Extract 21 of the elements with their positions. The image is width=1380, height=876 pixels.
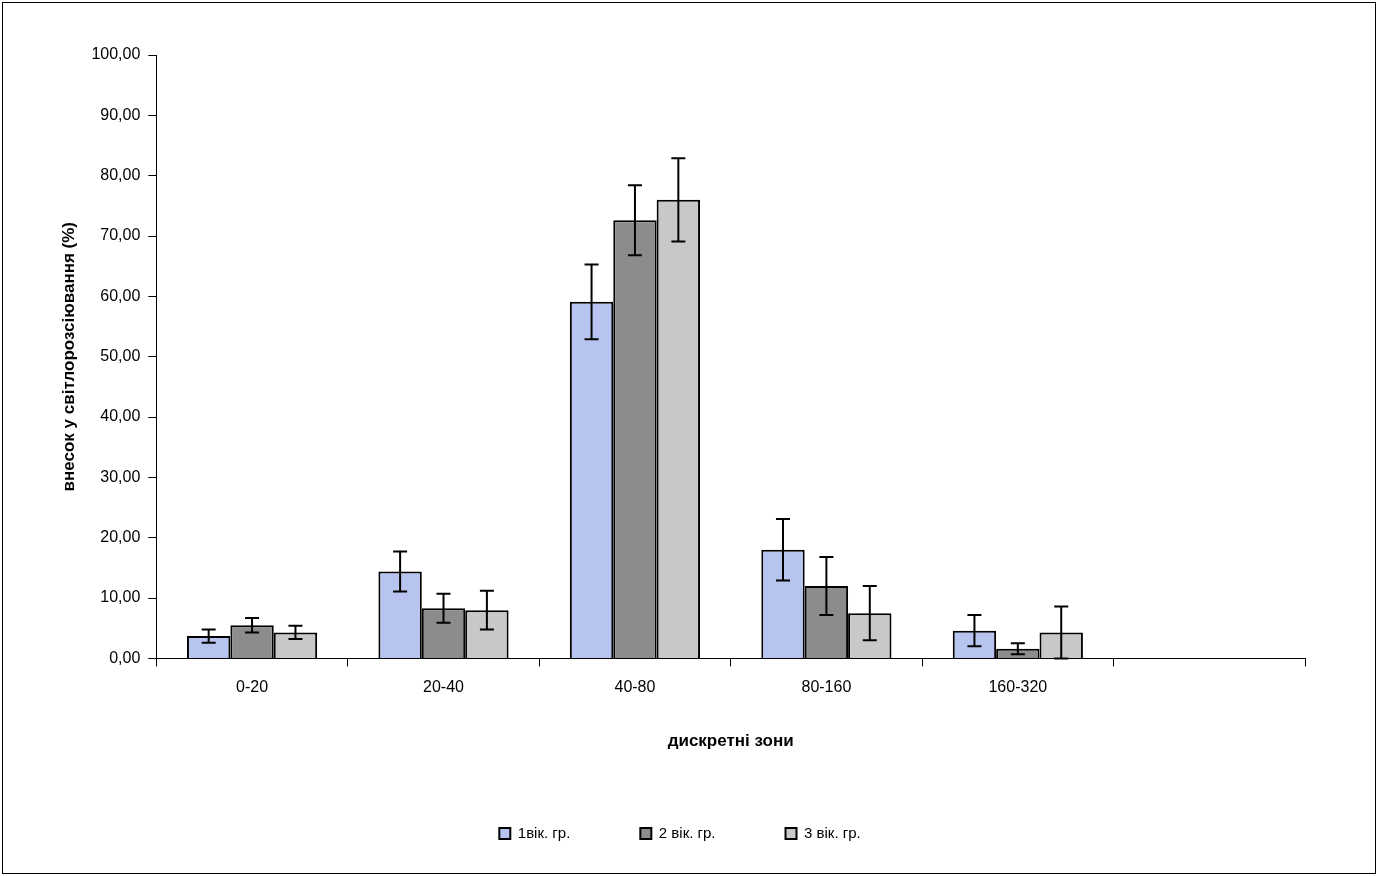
- y-tick-label: 70,00: [100, 226, 141, 244]
- x-tick-label: 20-40: [423, 678, 465, 696]
- x-tick-label: 80-160: [801, 678, 852, 696]
- y-tick-label: 10,00: [100, 588, 141, 606]
- legend-label: 2 вік. гр.: [658, 823, 716, 841]
- y-tick-label: 20,00: [100, 528, 141, 546]
- y-tick-label: 0,00: [109, 648, 141, 666]
- y-tick-label: 40,00: [100, 407, 141, 425]
- y-tick-label: 50,00: [100, 347, 141, 365]
- y-axis-title: внесок у світлорозсіювання (%): [58, 221, 78, 492]
- x-tick-label: 160-320: [988, 678, 1048, 696]
- y-tick-label: 60,00: [100, 286, 141, 304]
- x-axis-title: дискретні зони: [667, 731, 794, 751]
- y-tick-label: 90,00: [100, 105, 141, 123]
- y-tick-label: 80,00: [100, 166, 141, 184]
- y-tick-label: 100,00: [91, 45, 141, 63]
- legend-label: 1вік. гр.: [517, 823, 571, 841]
- x-tick-label: 0-20: [236, 678, 269, 696]
- legend-label: 3 вік. гр.: [804, 823, 861, 841]
- y-tick-label: 30,00: [100, 467, 141, 485]
- x-tick-label: 40-80: [614, 678, 656, 696]
